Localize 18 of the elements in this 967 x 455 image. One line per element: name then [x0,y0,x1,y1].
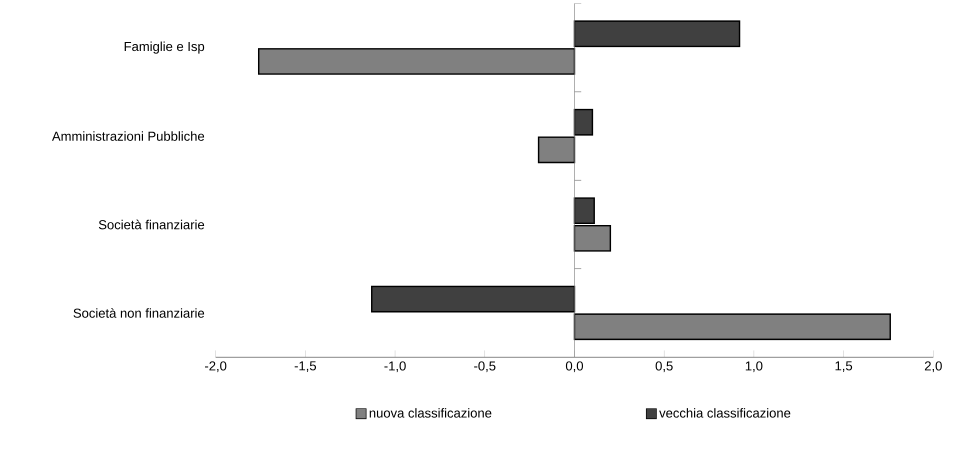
y-tick-label: Società non finanziarie [74,308,204,318]
x-tick-label: -1,5 [294,361,316,372]
x-tick-label: -0,5 [474,361,496,372]
x-tick-label: 1,5 [836,361,852,372]
x-tick-label: 0,0 [566,361,584,372]
y-tick-label: Famiglie e Isp [124,42,204,54]
x-tick-label: 1,0 [746,361,762,372]
x-tick-label: 2,0 [924,361,942,372]
y-tick-label: Amministrazioni Pubbliche [52,131,204,141]
x-tick-label: -2,0 [204,361,226,372]
y-tick-label: Società finanziarie [98,220,204,230]
legend-label: vecchia classificazione [659,408,790,418]
bar [371,286,576,313]
x-tick-label: 0,5 [656,361,673,372]
x-tick-label: -1,0 [384,361,406,372]
bar [574,108,594,136]
legend-label: nuova classificazione [370,408,492,418]
bar [574,20,740,48]
